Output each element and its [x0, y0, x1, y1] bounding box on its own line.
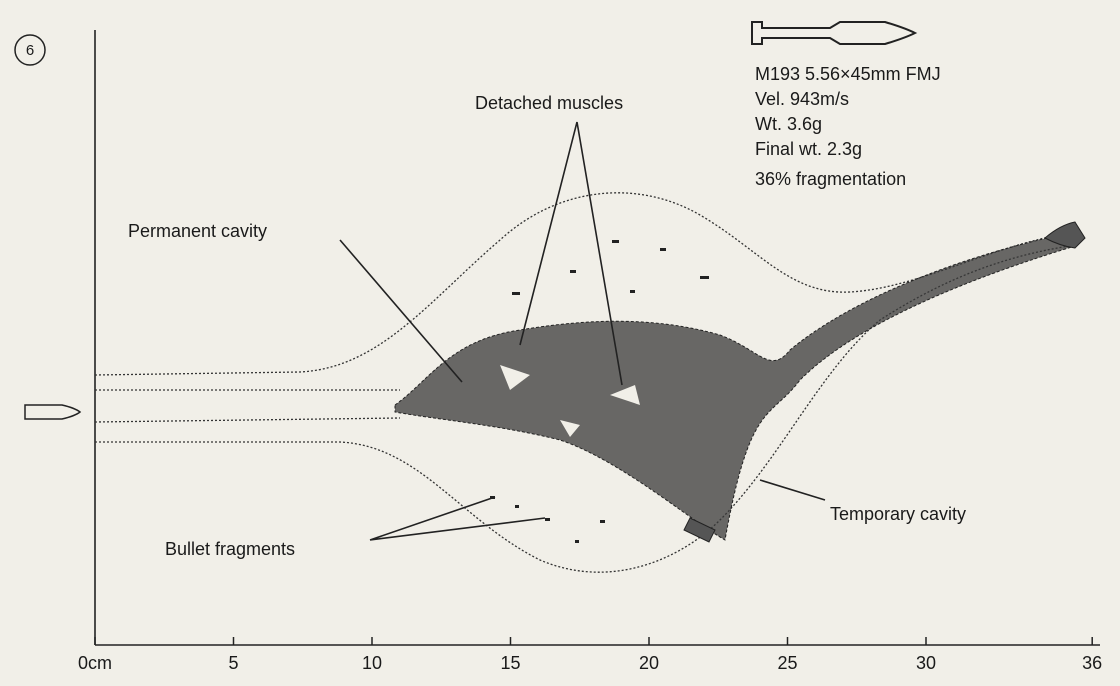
label: Detached muscles — [475, 93, 623, 113]
permanent-cavity — [394, 231, 1076, 541]
cavity-voids — [500, 365, 640, 437]
tick-label: 36 — [1082, 653, 1102, 673]
leader-line — [369, 496, 546, 541]
leader-line — [519, 121, 623, 386]
label: Bullet fragments — [165, 539, 295, 559]
tick-label: 0cm — [78, 653, 112, 673]
bullet-base-fragment — [683, 517, 716, 543]
cartridge-specs: M193 5.56×45mm FMJ Vel. 943m/s Wt. 3.6g Fin… — [755, 64, 941, 189]
bullet-exit — [1044, 221, 1086, 249]
tick-label: 20 — [639, 653, 659, 673]
tick-label: 15 — [500, 653, 520, 673]
bullet-track — [94, 389, 401, 423]
bullet-entry — [24, 404, 82, 420]
leader-line — [759, 479, 826, 501]
spec-line: M193 5.56×45mm FMJ — [755, 64, 941, 84]
tick-label: 25 — [777, 653, 797, 673]
figure-badge — [14, 34, 46, 66]
cartridge-icon — [751, 21, 918, 45]
tick-label: 10 — [362, 653, 382, 673]
tick-label: 5 — [228, 653, 238, 673]
leader-line — [339, 239, 463, 383]
label: Permanent cavity — [128, 221, 267, 241]
label: Temporary cavity — [830, 504, 966, 524]
spec-line: Vel. 943m/s — [755, 89, 849, 109]
figure-number: 6 — [26, 42, 34, 59]
spec-line: Wt. 3.6g — [755, 114, 822, 134]
tick-label: 30 — [916, 653, 936, 673]
spec-line: Final wt. 2.3g — [755, 139, 862, 159]
spec-line: 36% fragmentation — [755, 169, 906, 189]
